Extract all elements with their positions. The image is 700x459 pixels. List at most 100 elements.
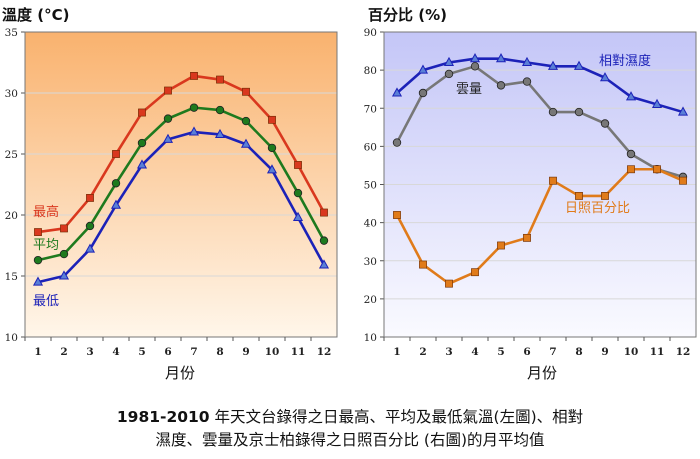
series-label: 平均 (33, 238, 59, 253)
data-point (215, 105, 225, 115)
series-label: 最高 (33, 204, 59, 220)
data-point (58, 270, 70, 280)
y-tick-label: 25 (5, 149, 18, 161)
y-tick-label: 10 (364, 332, 377, 344)
data-point (34, 228, 42, 236)
data-point (625, 91, 637, 101)
caption-period: 1981-2010 (116, 408, 210, 426)
data-point (601, 192, 609, 200)
series-label: 相對濕度 (599, 53, 651, 69)
data-point (418, 88, 428, 98)
data-point (445, 279, 453, 288)
data-point (521, 56, 533, 66)
data-point (626, 149, 636, 159)
caption-text-2: 濕度、雲量及京士柏錄得之日照百分比 (右圖)的月平均值 (155, 431, 545, 449)
data-point (575, 192, 583, 200)
data-point (469, 53, 481, 63)
data-point (574, 107, 584, 117)
data-point (599, 72, 611, 82)
series-line-2 (395, 65, 684, 179)
series-label: 日照百分比 (565, 201, 630, 216)
data-point (189, 103, 199, 112)
chart-title: 百分比 (%) (368, 6, 447, 24)
data-point (268, 115, 276, 124)
data-point (417, 64, 429, 74)
data-point (216, 75, 224, 84)
data-point (443, 56, 455, 66)
y-tick-label: 35 (5, 27, 18, 39)
x-tick-label: 3 (86, 346, 93, 358)
x-tick-label: 11 (291, 346, 306, 358)
x-tick-label: 6 (164, 346, 171, 358)
data-point (164, 86, 172, 95)
series-line-1 (396, 57, 684, 114)
data-point (573, 60, 585, 70)
x-tick-label: 8 (216, 346, 223, 358)
data-point (241, 116, 251, 126)
series-label: 雲量 (456, 82, 482, 97)
series-line-3 (37, 130, 326, 284)
data-point (86, 194, 94, 202)
data-point (111, 179, 121, 188)
y-tick-label: 80 (364, 65, 377, 77)
y-tick-label: 60 (364, 141, 377, 153)
caption-text-1: 年天文台錄得之日最高、平均及最低氣溫(左圖)、相對 (209, 408, 584, 426)
data-point (267, 143, 277, 153)
y-tick-label: 90 (364, 27, 377, 39)
x-tick-label: 1 (393, 346, 400, 358)
x-tick-label: 2 (60, 346, 67, 358)
data-point (651, 98, 663, 108)
series-line-2 (37, 106, 326, 262)
data-point (33, 255, 43, 265)
series-line-3 (395, 167, 684, 285)
x-tick-label: 5 (497, 346, 504, 358)
x-tick-label: 11 (650, 346, 665, 358)
data-point (292, 211, 304, 221)
data-point (294, 161, 302, 169)
x-tick-label: 4 (471, 346, 478, 358)
data-point (549, 176, 557, 185)
data-point (393, 211, 401, 219)
x-tick-label: 12 (317, 346, 332, 358)
x-axis-label: 月份 (165, 364, 195, 382)
data-point (470, 62, 480, 71)
data-point (59, 249, 69, 259)
data-point (391, 87, 403, 97)
figure-caption-line-2: 濕度、雲量及京士柏錄得之日照百分比 (右圖)的月平均值 (0, 428, 700, 450)
x-tick-label: 8 (575, 346, 582, 358)
data-point (318, 259, 330, 269)
data-point (522, 77, 532, 86)
y-tick-label: 40 (364, 218, 377, 230)
x-tick-label: 7 (190, 346, 197, 358)
y-tick-label: 30 (5, 88, 18, 100)
data-point (136, 159, 148, 169)
data-point (600, 119, 610, 128)
data-point (320, 208, 328, 217)
y-tick-label: 20 (5, 210, 18, 222)
data-point (548, 107, 558, 117)
data-point (653, 165, 661, 174)
data-point (138, 108, 146, 117)
x-tick-label: 9 (601, 346, 608, 358)
data-point (293, 188, 303, 198)
data-point (110, 199, 122, 209)
y-tick-label: 50 (364, 180, 377, 192)
x-axis-label: 月份 (527, 364, 557, 382)
x-tick-label: 10 (624, 346, 639, 358)
data-point (85, 221, 95, 231)
data-point (266, 164, 278, 174)
y-tick-label: 15 (5, 271, 18, 283)
data-point (240, 138, 252, 148)
data-point (471, 268, 479, 277)
x-tick-label: 4 (112, 346, 119, 358)
x-tick-label: 9 (242, 346, 249, 358)
data-point (190, 72, 198, 80)
y-tick-label: 20 (364, 294, 377, 306)
data-point (60, 224, 68, 233)
x-tick-label: 3 (445, 346, 452, 358)
data-point (495, 53, 507, 63)
series-label: 最低 (33, 294, 59, 309)
